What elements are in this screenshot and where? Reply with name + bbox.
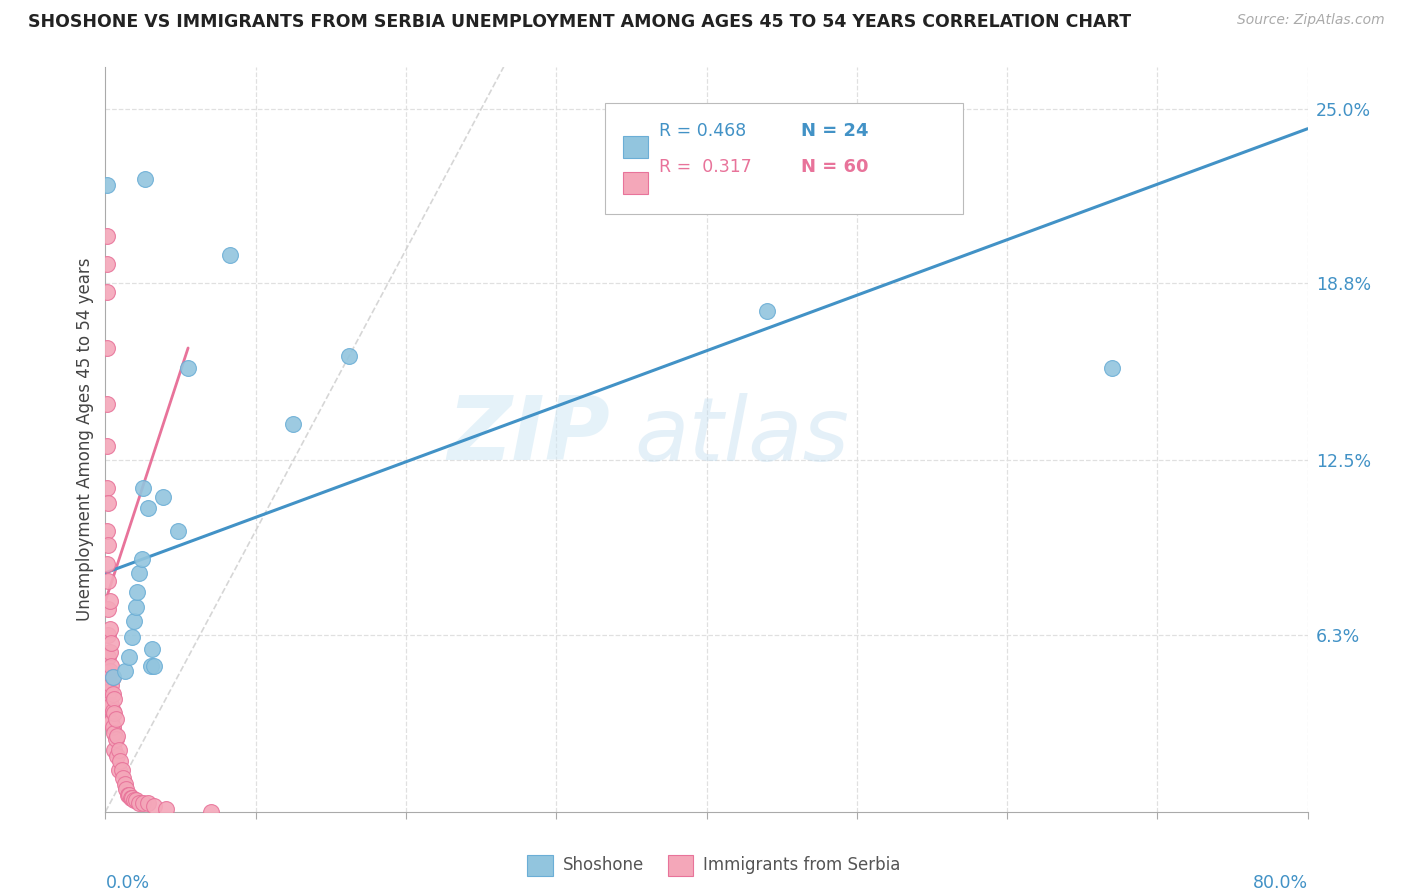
Point — [111, 763, 134, 777]
Point — [122, 614, 145, 628]
Point — [136, 501, 159, 516]
Point — [97, 602, 120, 616]
Point — [96, 285, 118, 299]
Point — [97, 538, 120, 552]
Point — [101, 687, 124, 701]
Point — [122, 793, 145, 807]
Text: atlas: atlas — [634, 392, 849, 479]
Point — [283, 417, 305, 431]
Text: 0.0%: 0.0% — [105, 873, 149, 892]
Point — [107, 729, 129, 743]
Text: Immigrants from Serbia: Immigrants from Serbia — [703, 856, 900, 874]
Point — [131, 551, 153, 566]
Point — [96, 178, 118, 192]
Point — [98, 644, 121, 658]
Point — [155, 802, 177, 816]
Point — [100, 658, 122, 673]
Point — [128, 797, 150, 811]
Text: 80.0%: 80.0% — [1253, 873, 1308, 892]
Point — [134, 172, 156, 186]
Point — [124, 599, 146, 614]
Point — [98, 594, 121, 608]
Point — [97, 495, 120, 509]
Point — [139, 658, 162, 673]
Point — [120, 790, 142, 805]
Point — [96, 257, 118, 271]
Text: SHOSHONE VS IMMIGRANTS FROM SERBIA UNEMPLOYMENT AMONG AGES 45 TO 54 YEARS CORREL: SHOSHONE VS IMMIGRANTS FROM SERBIA UNEMP… — [28, 13, 1132, 31]
Point — [96, 397, 118, 411]
Text: N = 60: N = 60 — [801, 158, 869, 176]
Point — [97, 650, 120, 665]
Point — [110, 754, 132, 768]
Point — [219, 248, 242, 262]
Point — [100, 636, 122, 650]
Point — [98, 622, 121, 636]
Text: R =  0.317: R = 0.317 — [659, 158, 752, 176]
Point — [96, 439, 118, 453]
Point — [114, 664, 136, 678]
Point — [177, 360, 200, 375]
Point — [337, 350, 360, 364]
Point — [152, 490, 174, 504]
Point — [97, 670, 120, 684]
Point — [132, 797, 155, 811]
Point — [100, 698, 122, 712]
Point — [115, 782, 138, 797]
Text: N = 24: N = 24 — [801, 122, 869, 140]
Point — [96, 228, 118, 243]
Point — [118, 650, 141, 665]
Point — [132, 482, 155, 496]
Point — [98, 684, 121, 698]
Text: R = 0.468: R = 0.468 — [659, 122, 747, 140]
Point — [101, 670, 124, 684]
Point — [96, 558, 118, 572]
Point — [98, 700, 121, 714]
Point — [97, 574, 120, 589]
Point — [117, 788, 139, 802]
Point — [121, 790, 143, 805]
Point — [104, 712, 127, 726]
Text: Source: ZipAtlas.com: Source: ZipAtlas.com — [1237, 13, 1385, 28]
Point — [114, 776, 136, 790]
Point — [96, 524, 118, 538]
Point — [112, 771, 135, 785]
Point — [136, 797, 159, 811]
Point — [108, 743, 131, 757]
Point — [101, 720, 124, 734]
Point — [103, 706, 125, 721]
Point — [98, 714, 121, 729]
Point — [124, 793, 146, 807]
Point — [100, 678, 122, 692]
Point — [118, 788, 141, 802]
Point — [141, 641, 163, 656]
Point — [1101, 360, 1123, 375]
Point — [103, 726, 125, 740]
Point — [107, 748, 129, 763]
Point — [97, 627, 120, 641]
Point — [103, 743, 125, 757]
Point — [101, 670, 124, 684]
Point — [200, 805, 222, 819]
Point — [121, 631, 143, 645]
Text: Shoshone: Shoshone — [562, 856, 644, 874]
Point — [98, 664, 121, 678]
Point — [142, 799, 165, 814]
Point — [96, 482, 118, 496]
Point — [166, 524, 188, 538]
Text: ZIP: ZIP — [447, 392, 610, 479]
Point — [128, 566, 150, 580]
Point — [142, 658, 165, 673]
Y-axis label: Unemployment Among Ages 45 to 54 years: Unemployment Among Ages 45 to 54 years — [76, 258, 94, 621]
Point — [100, 714, 122, 729]
Point — [104, 731, 127, 746]
Point — [103, 692, 125, 706]
Point — [97, 687, 120, 701]
Point — [101, 704, 124, 718]
Point — [755, 304, 778, 318]
Point — [125, 585, 148, 599]
Point — [108, 763, 131, 777]
Point — [96, 341, 118, 355]
